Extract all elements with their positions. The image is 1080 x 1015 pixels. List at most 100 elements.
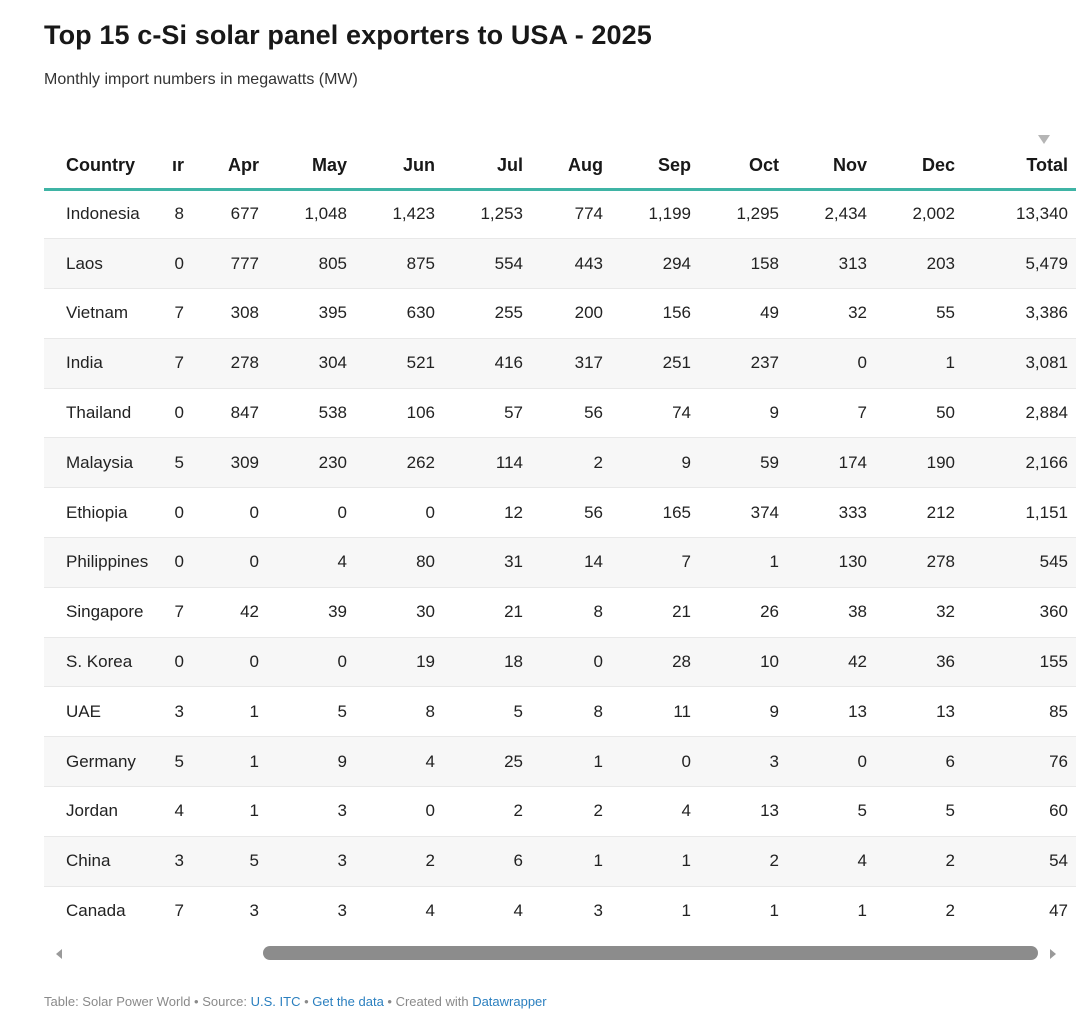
datawrapper-link[interactable]: Datawrapper — [472, 994, 547, 1009]
value-cell: 5 — [267, 686, 355, 738]
value-cell: 7 — [162, 288, 192, 339]
value-cell: 5 — [443, 686, 531, 738]
value-cell: 7 — [162, 338, 192, 389]
value-cell: 106 — [355, 388, 443, 439]
table-row: Singapore 7 42 39 30 21 8 21 26 38 32 360 — [44, 587, 1076, 638]
value-cell: 9 — [699, 388, 787, 439]
scroll-right-arrow-icon[interactable] — [1050, 949, 1056, 959]
column-header-sep[interactable]: Sep — [611, 143, 699, 191]
value-cell: 2 — [443, 786, 531, 837]
column-header-may[interactable]: May — [267, 143, 355, 191]
country-cell: Jordan — [44, 786, 162, 837]
value-cell: 190 — [875, 437, 963, 489]
value-cell: 13 — [787, 686, 875, 738]
value-cell: 0 — [787, 338, 875, 389]
value-cell: 2 — [355, 836, 443, 887]
value-cell: 3,386 — [963, 288, 1076, 339]
value-cell: 56 — [531, 487, 611, 539]
column-header-dec[interactable]: Dec — [875, 143, 963, 191]
value-cell: 5 — [192, 836, 267, 887]
value-cell: 1 — [769, 901, 779, 921]
value-cell: 55 — [875, 288, 963, 339]
value-cell: 4 — [611, 786, 699, 837]
value-cell: 1 — [875, 338, 963, 389]
value-cell: 0 — [355, 786, 443, 837]
value-cell: 60 — [963, 786, 1076, 837]
value-cell: 8 — [531, 686, 611, 738]
value-cell: 2,434 — [787, 189, 875, 240]
value-cell: 30 — [355, 587, 443, 638]
column-header-country[interactable]: Country — [44, 143, 162, 191]
scrollbar-thumb[interactable] — [263, 946, 1038, 960]
value-cell: 8 — [531, 587, 611, 638]
column-header-jul[interactable]: Jul — [443, 143, 531, 191]
horizontal-scrollbar[interactable] — [44, 944, 1066, 964]
value-cell: 59 — [699, 437, 787, 489]
value-cell: 1 — [192, 686, 267, 738]
value-cell: 5 — [787, 786, 875, 837]
column-header-total[interactable]: Total — [963, 143, 1076, 191]
value-cell: 5 — [875, 786, 963, 837]
column-header-r[interactable]: ır — [162, 143, 192, 191]
value-cell: 11 — [611, 686, 699, 738]
value-cell: 57 — [443, 388, 531, 439]
value-cell: 26 — [699, 587, 787, 638]
column-header-oct[interactable]: Oct — [699, 143, 787, 191]
value-cell: 374 — [699, 487, 787, 539]
get-data-link[interactable]: Get the data — [312, 994, 384, 1009]
table-row: China 3 5 3 2 6 1 1 2 4 2 54 — [44, 836, 1076, 887]
value-cell: 1 — [531, 836, 611, 887]
sort-descending-icon[interactable] — [1038, 135, 1050, 144]
value-cell: 54 — [963, 836, 1076, 887]
value-cell: 251 — [611, 338, 699, 389]
value-cell: 1 — [681, 901, 691, 921]
value-cell: 309 — [192, 437, 267, 489]
value-cell: 1,423 — [355, 189, 443, 240]
value-cell: 212 — [875, 487, 963, 539]
table-row: Canada 7 3 3 4 4 3 1 1 1 2 47 — [44, 886, 1076, 936]
table-row: UAE 3 1 5 8 5 8 11 9 13 13 85 — [44, 686, 1076, 738]
value-cell: 875 — [355, 238, 443, 290]
value-cell: 3 — [267, 836, 355, 887]
country-cell: Philippines — [44, 537, 162, 588]
value-cell: 2,166 — [963, 437, 1076, 489]
value-cell: 395 — [267, 288, 355, 339]
value-cell: 0 — [192, 637, 267, 688]
value-cell: 9 — [611, 437, 699, 489]
value-cell: 1 — [611, 836, 699, 887]
country-cell: Singapore — [44, 587, 162, 638]
value-cell: 130 — [787, 537, 875, 588]
value-cell: 5,479 — [963, 238, 1076, 290]
value-cell: 19 — [355, 637, 443, 688]
value-cell: 13 — [699, 786, 787, 837]
value-cell: 8 — [162, 189, 192, 240]
column-header-jun[interactable]: Jun — [355, 143, 443, 191]
table-row: Vietnam 7 308 395 630 255 200 156 49 32 55 3,386 — [44, 288, 1076, 339]
value-cell: 12 — [443, 487, 531, 539]
value-cell: 200 — [531, 288, 611, 339]
table-row: Ethiopia 0 0 0 0 12 56 165 374 333 212 1,151 — [44, 487, 1076, 539]
source-link[interactable]: U.S. ITC — [250, 994, 301, 1009]
value-cell: 36 — [875, 637, 963, 688]
value-cell: 156 — [611, 288, 699, 339]
value-cell: 2,002 — [875, 189, 963, 240]
value-cell: 4 — [787, 836, 875, 887]
value-cell: 7 — [162, 587, 192, 638]
column-header-apr[interactable]: Apr — [192, 143, 267, 191]
value-cell: 777 — [192, 238, 267, 290]
value-cell: 3 — [162, 686, 192, 738]
column-header-aug[interactable]: Aug — [531, 143, 611, 191]
value-cell: 8 — [355, 686, 443, 738]
value-cell: 9 — [699, 686, 787, 738]
value-cell: 0 — [531, 637, 611, 688]
column-header-nov[interactable]: Nov — [787, 143, 875, 191]
scroll-left-arrow-icon[interactable] — [56, 949, 62, 959]
country-cell: India — [44, 338, 162, 389]
value-cell: 278 — [875, 537, 963, 588]
footer-credit: Table: Solar Power World • Source: — [44, 994, 251, 1009]
value-cell: 538 — [267, 388, 355, 439]
value-cell: 21 — [611, 587, 699, 638]
value-cell: 3 — [699, 736, 787, 788]
value-cell: 237 — [699, 338, 787, 389]
country-cell: S. Korea — [44, 637, 162, 688]
